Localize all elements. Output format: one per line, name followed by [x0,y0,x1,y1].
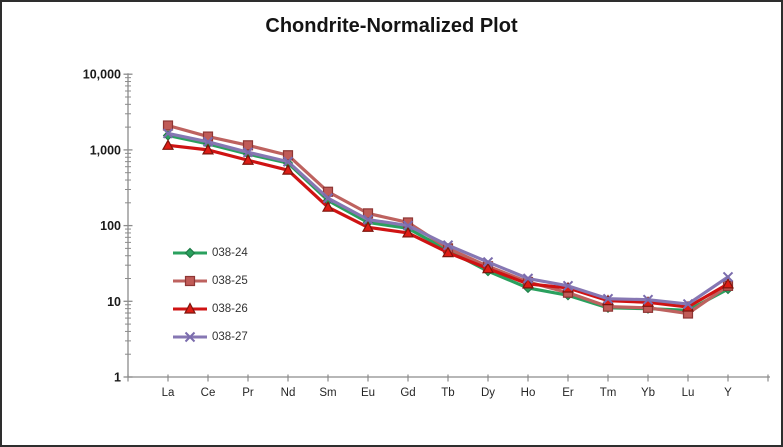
legend-marker-square-icon [173,275,207,287]
x-axis-tick-label: Pr [242,387,254,399]
legend-label: 038-26 [212,303,248,315]
data-point-marker-x [722,271,734,283]
x-axis-tick-label: Eu [361,387,375,399]
legend-label: 038-24 [212,247,248,259]
data-point-marker-x [202,136,214,147]
legend-entry-038-24: 038-24 [172,245,248,261]
data-point-marker-x [482,256,494,268]
data-point-marker-square [282,150,294,161]
x-axis-tick-label: Tm [600,387,617,399]
y-axis-tick-label: 100 [100,219,121,233]
data-point-marker-triangle [241,154,255,165]
data-point-marker-square [162,120,174,131]
legend-entry-038-27: 038-27 [172,329,248,345]
x-axis-tick-label: Nd [281,387,296,399]
data-point-marker-x [682,298,694,310]
legend: 038-24 038-25 038-26 038-27 [172,245,248,357]
x-axis-tick-label: Sm [319,387,336,399]
x-axis-tick-label: Y [724,387,732,399]
data-point-marker-triangle [521,277,535,289]
x-axis-tick-label: Ho [521,387,536,399]
x-axis-tick-label: Yb [641,387,655,399]
data-point-marker-x [562,280,574,292]
legend-label: 038-27 [212,331,248,343]
y-axis-tick-label: 10 [107,295,121,309]
data-point-marker-x [522,273,534,284]
x-axis-tick-label: Er [562,387,574,399]
data-point-marker-x [282,156,294,167]
y-axis-tick-label: 1 [114,371,121,385]
x-axis-tick-label: Tb [441,387,454,399]
data-point-marker-triangle [441,246,455,258]
x-axis-tick-label: Dy [481,387,495,399]
data-point-marker-x [362,214,374,225]
y-axis-tick-label: 1,000 [90,143,121,157]
x-axis-tick-label: Ce [201,387,216,399]
data-point-marker-triangle [721,277,735,289]
legend-marker-x-icon [173,331,207,343]
data-point-marker-square [242,140,254,151]
data-point-marker-triangle [401,226,415,238]
data-point-marker-triangle [361,221,375,232]
data-point-marker-x [602,293,614,304]
legend-entry-038-26: 038-26 [172,301,248,317]
x-axis-tick-label: Gd [400,387,415,399]
series-line-038-26 [166,143,730,309]
series-line-038-27 [166,131,730,306]
y-axis-tick-label: 10,000 [83,68,121,82]
data-point-marker-triangle [281,163,295,175]
data-point-marker-x [322,193,334,204]
legend-marker-triangle-icon [173,302,207,314]
data-point-marker-triangle [161,139,175,150]
legend-label: 038-25 [212,275,248,287]
data-point-marker-x [642,294,654,305]
data-point-marker-x [442,240,454,251]
legend-entry-038-25: 038-25 [172,273,248,289]
x-axis-tick-label: Lu [682,387,695,399]
data-point-marker-x [402,220,414,231]
data-point-marker-x [242,147,254,158]
data-point-marker-triangle [201,143,215,155]
chart-title: Chondrite-Normalized Plot [265,15,518,37]
data-point-marker-triangle [481,262,495,274]
legend-marker-diamond-icon [173,247,207,259]
data-point-marker-x [162,128,174,139]
x-axis-tick-label: La [162,387,175,399]
data-point-marker-triangle [321,200,335,212]
